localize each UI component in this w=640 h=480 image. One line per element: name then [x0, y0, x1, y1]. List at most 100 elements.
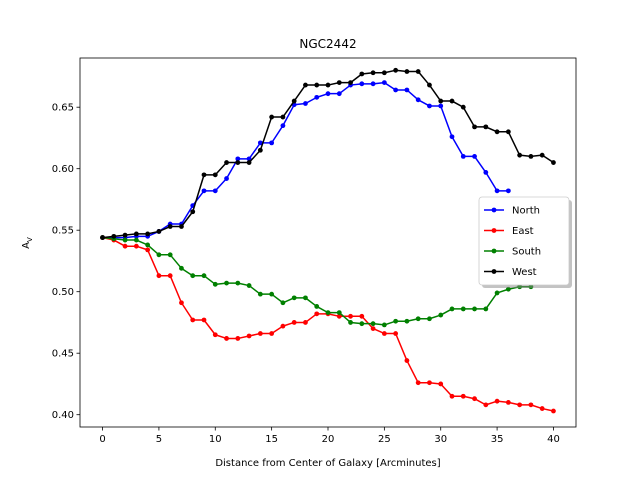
legend-label-east: East [512, 226, 534, 237]
x-tick-label: 25 [378, 434, 391, 445]
y-tick-label: 0.40 [52, 410, 74, 421]
data-point-north [415, 97, 421, 103]
data-point-east [179, 300, 184, 306]
data-point-south [336, 310, 342, 316]
data-point-west [359, 71, 365, 77]
data-point-west [314, 82, 320, 88]
data-point-north [212, 188, 218, 194]
data-point-north [246, 156, 252, 162]
data-point-north [460, 154, 466, 159]
data-point-east [370, 326, 376, 331]
data-point-east [190, 317, 196, 323]
data-point-east [156, 273, 162, 279]
series-west [100, 67, 556, 240]
data-point-west [415, 69, 421, 74]
data-point-north [359, 81, 365, 87]
data-point-south [415, 316, 421, 322]
data-point-east [393, 331, 399, 336]
data-point-south [133, 237, 139, 243]
data-point-west [517, 152, 523, 158]
data-point-west [404, 69, 410, 74]
data-point-south [246, 283, 252, 288]
data-point-west [325, 82, 331, 88]
data-point-south [122, 237, 128, 243]
data-point-west [494, 129, 500, 135]
data-point-south [427, 316, 432, 322]
data-point-west [505, 129, 511, 135]
data-point-east [505, 400, 511, 405]
data-point-east [359, 313, 365, 319]
data-point-south [449, 306, 455, 312]
data-point-south [438, 312, 444, 318]
data-point-west [145, 231, 151, 237]
x-tick-label: 10 [209, 434, 222, 445]
data-point-south [381, 322, 387, 328]
chart-title: NGC2442 [299, 37, 356, 51]
data-point-south [303, 295, 308, 301]
data-point-east [314, 311, 320, 317]
data-point-north [314, 94, 320, 100]
data-point-west [528, 154, 534, 159]
data-point-south [156, 252, 162, 258]
data-point-south [212, 281, 218, 287]
data-point-east [494, 398, 500, 404]
data-point-west [133, 231, 139, 237]
data-point-east [528, 402, 534, 408]
data-point-north [235, 156, 241, 162]
legend-marker-east [491, 228, 497, 233]
legend: North East South West [478, 196, 572, 288]
data-point-north [269, 140, 275, 146]
data-point-south [505, 286, 511, 292]
data-point-north [201, 188, 207, 194]
data-point-west [370, 70, 376, 76]
data-point-west [483, 124, 489, 130]
axes: 0 5 10 15 20 25 30 35 40 0.40 0.45 0.50 0.55 0.60 0.65 [52, 57, 577, 445]
data-point-west [212, 172, 218, 178]
data-point-east [303, 320, 308, 325]
data-point-east [517, 402, 523, 408]
data-point-south [460, 306, 466, 312]
data-point-west [257, 147, 263, 153]
data-point-south [325, 310, 331, 316]
data-point-west [336, 80, 342, 85]
data-point-west [269, 114, 275, 120]
y-tick-label: 0.55 [52, 226, 74, 237]
data-point-south [257, 291, 263, 297]
x-tick-label: 0 [99, 434, 105, 445]
data-point-east [133, 243, 139, 249]
y-tick-label: 0.45 [52, 349, 74, 360]
data-point-west [190, 209, 196, 215]
data-point-east [269, 331, 275, 336]
data-point-west [539, 152, 545, 158]
data-point-south [393, 318, 399, 324]
data-point-south [348, 320, 353, 325]
data-point-north [483, 169, 489, 175]
data-point-east [551, 408, 556, 414]
data-point-south [280, 300, 286, 306]
data-point-east [235, 336, 241, 341]
data-point-west [551, 160, 556, 165]
y-axis-label: AV [21, 237, 34, 249]
data-point-south [224, 280, 229, 286]
data-point-west [235, 160, 241, 165]
data-point-east [460, 393, 466, 399]
data-point-south [359, 321, 365, 327]
y-axis-label-main: A [21, 242, 32, 249]
data-point-east [246, 333, 252, 339]
data-point-west [201, 172, 207, 178]
data-point-south [291, 295, 297, 301]
data-point-south [472, 306, 477, 312]
legend-label-south: South [512, 247, 541, 258]
data-point-west [246, 160, 252, 165]
data-point-west [348, 80, 353, 85]
y-tick-label: 0.65 [52, 103, 74, 114]
plot-area [100, 67, 556, 414]
data-point-west [122, 232, 128, 238]
legend-marker-north [491, 207, 497, 213]
data-point-north [449, 134, 455, 140]
data-point-north [381, 80, 387, 85]
x-tick-label: 35 [491, 434, 504, 445]
data-point-south [483, 306, 489, 312]
data-point-west [224, 160, 229, 165]
y-tick-label: 0.60 [52, 164, 74, 175]
